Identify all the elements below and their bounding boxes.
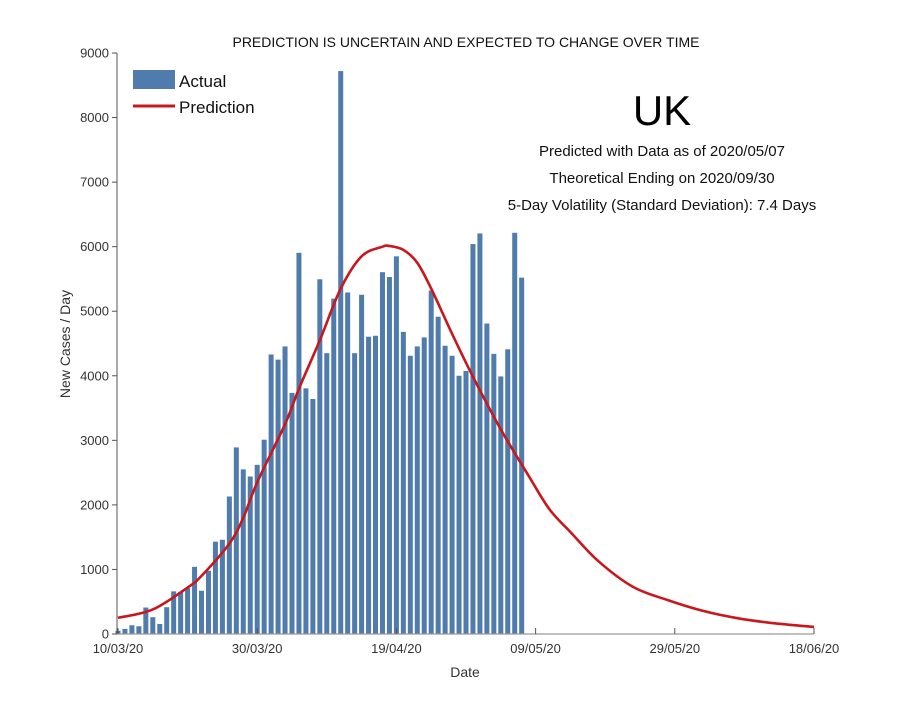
bar-actual: [345, 292, 351, 634]
legend-swatch-actual: [133, 70, 175, 89]
x-tick-label: 19/04/20: [371, 641, 422, 656]
bar-actual: [164, 607, 170, 634]
y-tick-label: 8000: [80, 110, 109, 125]
bar-actual: [414, 346, 420, 634]
bar-actual: [393, 256, 399, 634]
bar-actual: [470, 244, 476, 634]
bar-actual: [150, 617, 156, 634]
x-tick-label: 18/06/20: [789, 641, 840, 656]
annotation-ending: Theoretical Ending on 2020/09/30: [549, 170, 774, 187]
bar-actual: [484, 323, 490, 634]
prediction-line: [117, 244, 815, 629]
x-axis-label: Date: [450, 664, 480, 680]
bar-actual: [129, 625, 135, 634]
line-series-prediction: [117, 244, 815, 629]
legend-label-prediction: Prediction: [179, 98, 255, 117]
y-tick-label: 6000: [80, 239, 109, 254]
bar-actual: [157, 623, 163, 634]
bar-actual: [359, 294, 365, 634]
y-tick-label: 3000: [80, 433, 109, 448]
bar-actual: [122, 628, 128, 634]
annotation-block: UK Predicted with Data as of 2020/05/07 …: [508, 87, 816, 214]
chart-title: PREDICTION IS UNCERTAIN AND EXPECTED TO …: [232, 34, 699, 50]
annotation-volatility: 5-Day Volatility (Standard Deviation): 7…: [508, 197, 816, 214]
bar-actual: [185, 588, 191, 634]
legend: Actual Prediction: [133, 70, 255, 117]
y-tick-label: 1000: [80, 562, 109, 577]
bar-actual: [366, 336, 372, 634]
y-tick-label: 7000: [80, 175, 109, 190]
x-tick-label: 30/03/20: [232, 641, 283, 656]
legend-label-actual: Actual: [179, 72, 226, 91]
y-axis-ticks: 0 1000 2000 3000 4000 5000 6000 7000 8000 9000: [80, 46, 117, 642]
x-tick-label: 29/05/20: [649, 641, 700, 656]
bar-actual: [442, 345, 448, 634]
bar-actual: [275, 359, 281, 634]
bar-actual: [505, 349, 511, 634]
bar-actual: [512, 232, 518, 635]
bar-actual: [289, 392, 295, 634]
bar-actual: [261, 439, 267, 634]
bar-actual: [477, 233, 483, 634]
bar-actual: [219, 539, 225, 634]
y-tick-label: 9000: [80, 46, 109, 61]
bar-actual: [254, 464, 260, 634]
axes: [116, 53, 814, 635]
bar-actual: [240, 469, 246, 634]
bar-actual: [136, 626, 142, 634]
bar-actual: [331, 298, 337, 634]
bar-actual: [296, 252, 302, 635]
bar-actual: [421, 337, 427, 634]
bar-actual: [449, 355, 455, 634]
bar-actual: [407, 355, 413, 634]
annotation-data-date: Predicted with Data as of 2020/05/07: [539, 143, 785, 160]
bar-actual: [171, 591, 177, 634]
bar-actual: [463, 370, 469, 634]
bar-actual: [456, 375, 462, 634]
bar-actual: [352, 353, 358, 634]
bar-actual: [317, 279, 323, 634]
y-axis-label: New Cases / Day: [57, 290, 73, 398]
bar-actual: [212, 541, 218, 634]
bar-actual: [205, 570, 211, 634]
bar-actual: [491, 353, 497, 634]
bar-actual: [233, 447, 239, 634]
bar-actual: [400, 331, 406, 634]
bar-actual: [192, 566, 198, 634]
y-tick-label: 4000: [80, 368, 109, 383]
bar-actual: [373, 335, 379, 634]
bar-actual: [247, 476, 253, 634]
annotation-region: UK: [633, 87, 691, 134]
bar-actual: [282, 346, 288, 634]
bar-actual: [428, 290, 434, 634]
x-tick-label: 10/03/20: [93, 641, 144, 656]
bar-actual: [268, 354, 274, 634]
bar-actual: [143, 607, 149, 634]
x-axis-ticks: 10/03/20 30/03/20 19/04/20 09/05/20 29/05/20…: [93, 628, 840, 656]
bar-actual: [435, 316, 441, 634]
bar-actual: [303, 388, 309, 634]
bar-actual: [310, 399, 316, 634]
bar-series-actual: [115, 71, 525, 635]
bar-actual: [498, 376, 504, 634]
bar-actual: [178, 592, 184, 634]
bar-actual: [324, 353, 330, 634]
y-tick-label: 2000: [80, 497, 109, 512]
x-tick-label: 09/05/20: [510, 641, 561, 656]
bar-actual: [379, 272, 385, 634]
y-tick-label: 5000: [80, 304, 109, 319]
bar-actual: [226, 496, 232, 634]
y-tick-label: 0: [102, 627, 109, 642]
bar-actual: [519, 277, 525, 634]
bar-actual: [199, 590, 205, 634]
bar-actual: [338, 71, 344, 634]
bar-actual: [386, 277, 392, 634]
